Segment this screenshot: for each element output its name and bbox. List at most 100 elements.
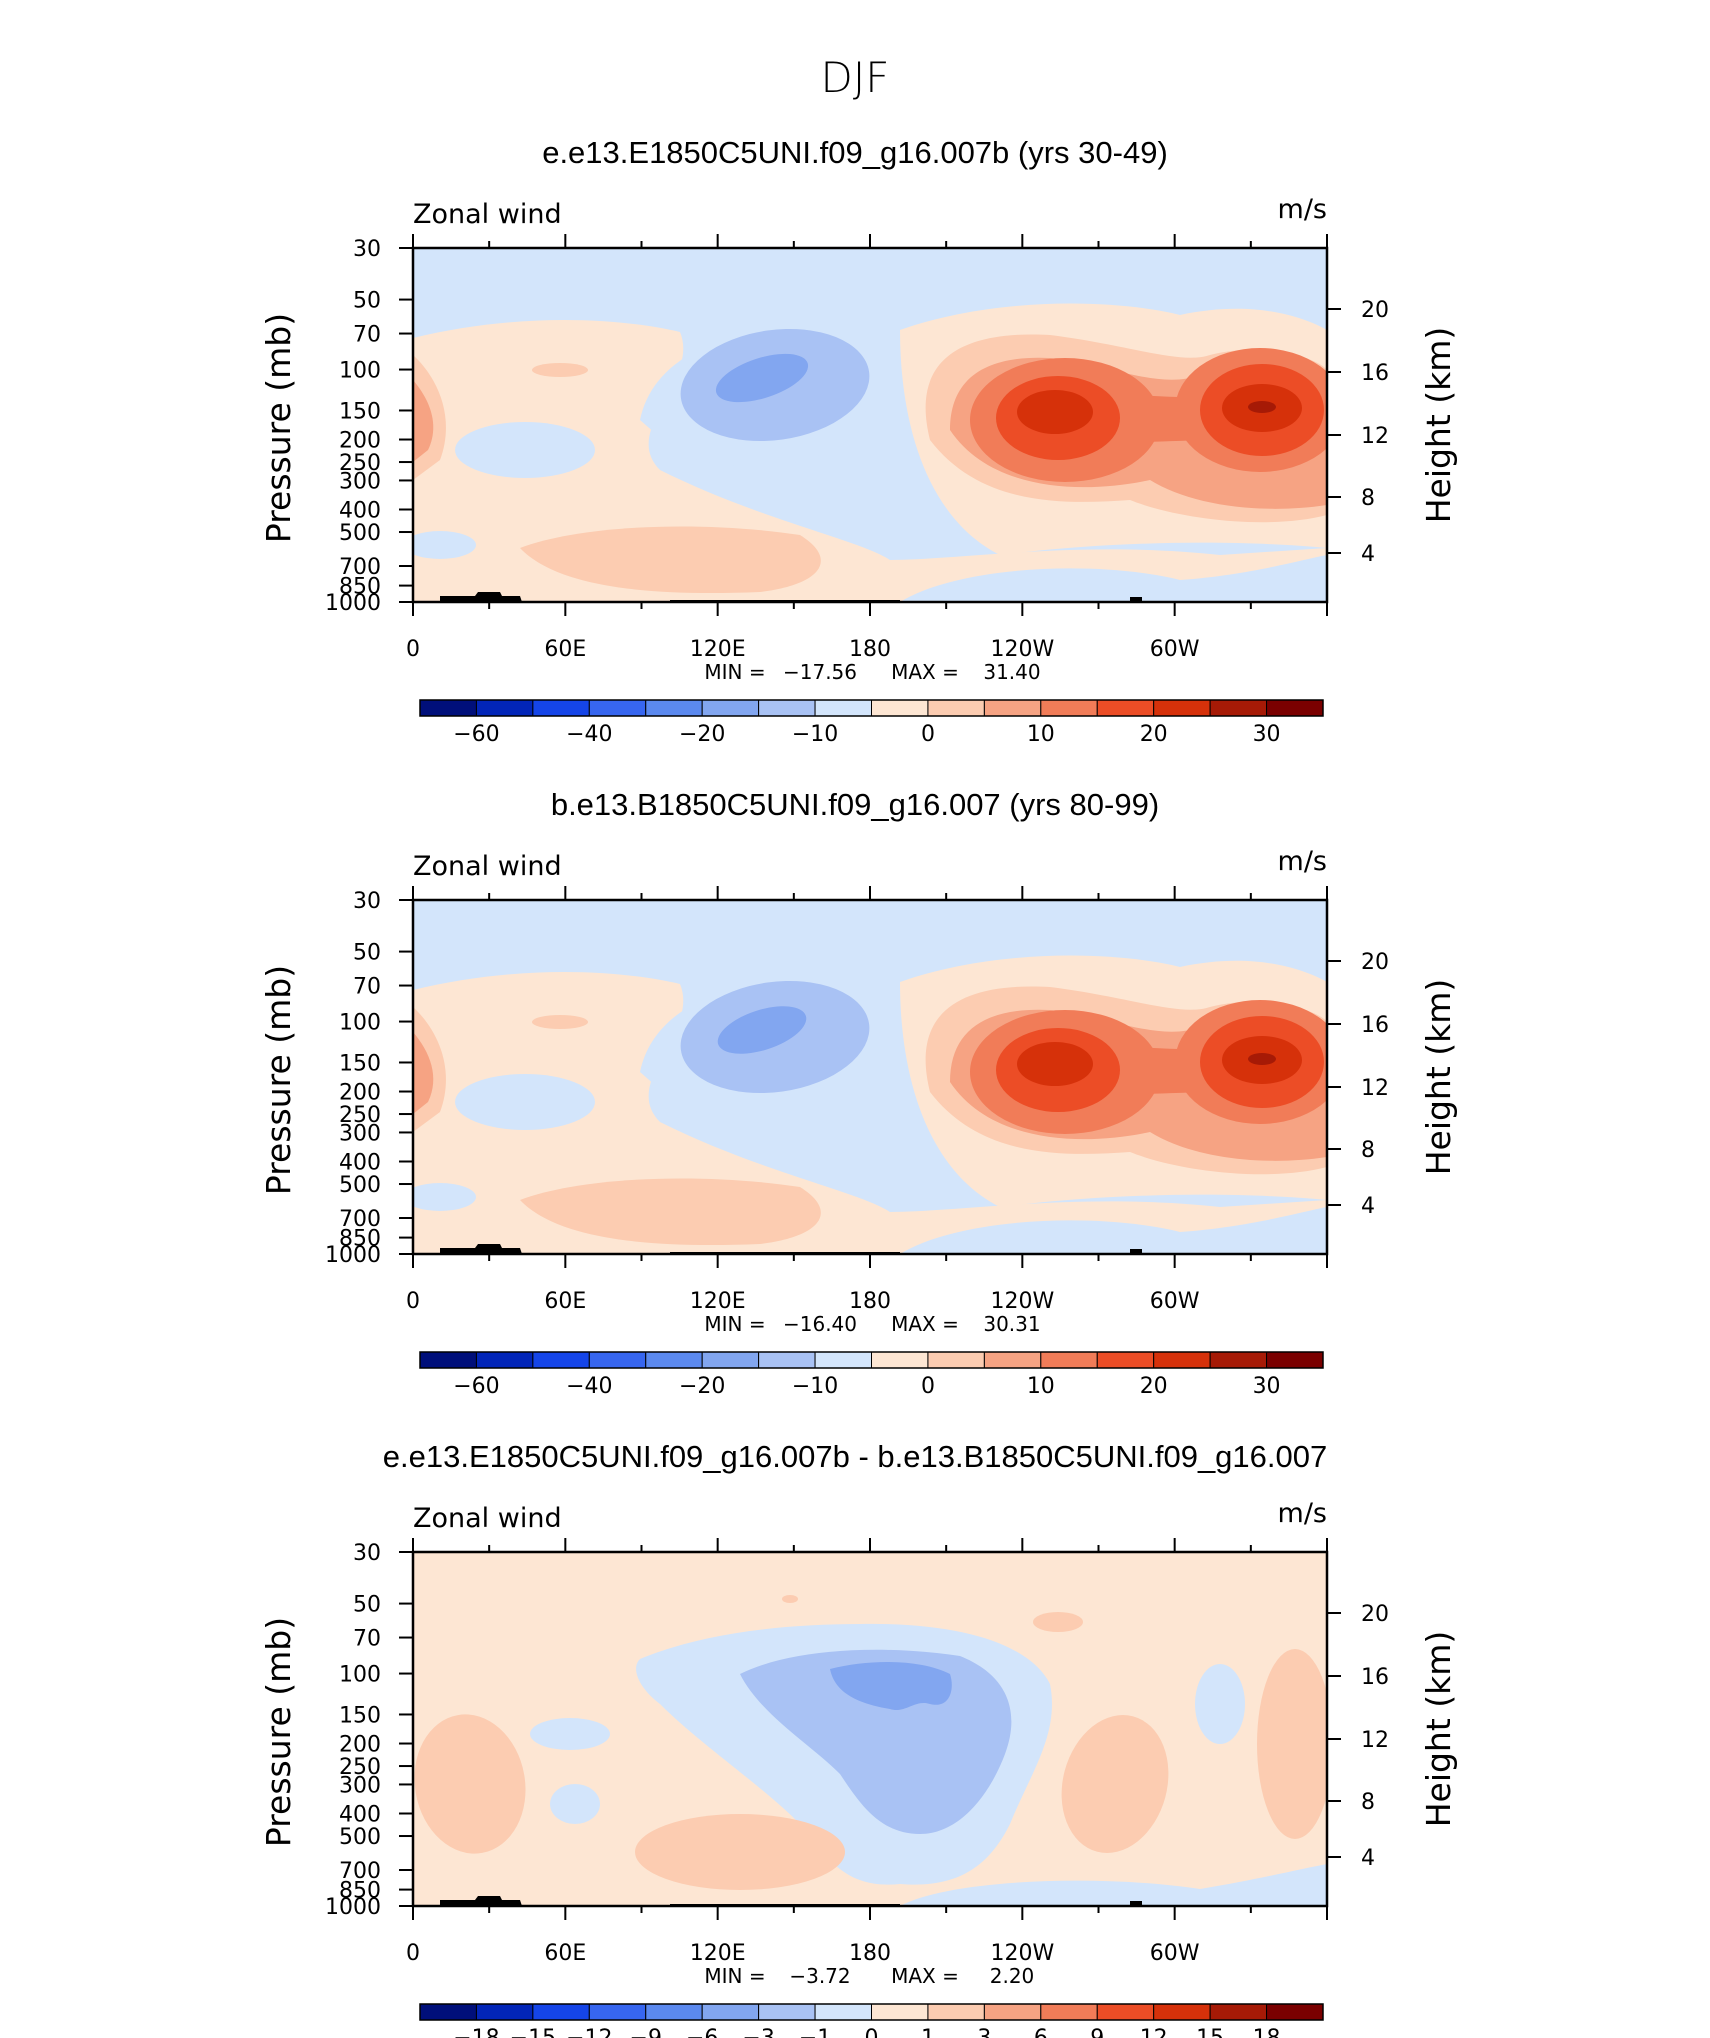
y-tick-label: 400 xyxy=(339,1802,381,1827)
colorbar-swatch xyxy=(475,1351,534,1369)
x-tick-label: 180 xyxy=(849,637,891,662)
contour-field xyxy=(413,1552,1327,1906)
colorbar-swatch xyxy=(758,2003,816,2021)
contour-neg-pocket-west xyxy=(455,1074,595,1130)
max-label: MAX = xyxy=(891,1312,959,1336)
x-tick-label: 120W xyxy=(990,1941,1054,1966)
colorbar-swatch xyxy=(871,1351,929,1369)
colorbar-frame xyxy=(419,699,1324,717)
y-tick-label: 70 xyxy=(353,975,381,1000)
panel-title: e.e13.E1850C5UNI.f09_g16.007b (yrs 30-49… xyxy=(542,135,1168,170)
y-tick-label: 70 xyxy=(353,1627,381,1652)
colorbar-label: −20 xyxy=(679,1374,725,1399)
x-tick-label: 120E xyxy=(690,637,746,662)
colorbar-swatch xyxy=(927,2003,985,2021)
figure-title: DJF xyxy=(821,53,890,102)
y-tick-label: 400 xyxy=(339,498,381,523)
x-tick-label: 120E xyxy=(690,1941,746,1966)
y-axis-label: Pressure (mb) xyxy=(259,1617,298,1847)
y-tick-label: 500 xyxy=(339,521,381,546)
y-tick-label: 700 xyxy=(339,555,381,580)
colorbar-swatch xyxy=(1096,699,1155,717)
y-tick-label: 300 xyxy=(339,469,381,494)
min-label: MIN = xyxy=(704,1964,765,1988)
y2-tick-label: 16 xyxy=(1361,1665,1389,1690)
colorbar-swatch xyxy=(419,1351,477,1369)
y-tick-label: 250 xyxy=(339,1755,381,1780)
min-value: −16.40 xyxy=(783,1312,857,1336)
units-label: m/s xyxy=(1278,194,1327,225)
contour-neg-pocket-sw xyxy=(413,1183,476,1211)
colorbar-swatch xyxy=(1153,2003,1211,2021)
colorbar-label: −40 xyxy=(566,722,612,747)
y-tick-label: 300 xyxy=(339,1773,381,1798)
y2-tick-label: 16 xyxy=(1361,1013,1389,1038)
colorbar-swatch xyxy=(532,1351,590,1369)
y-tick-label: 30 xyxy=(353,889,381,914)
y-tick-label: 500 xyxy=(339,1173,381,1198)
y-tick-label: 150 xyxy=(339,1051,381,1076)
colorbar-swatch xyxy=(1096,2003,1155,2021)
colorbar-swatch xyxy=(758,1351,816,1369)
colorbar-swatch xyxy=(927,1351,985,1369)
colorbar-label: −10 xyxy=(792,1374,838,1399)
y-tick-label: 850 xyxy=(339,1879,381,1904)
colorbar-label: 3 xyxy=(977,2026,991,2038)
panel-1: e.e13.E1850C5UNI.f09_g16.007b (yrs 30-49… xyxy=(259,135,1458,747)
contour-neg-pocket-3 xyxy=(1195,1664,1245,1744)
colorbar-label: 0 xyxy=(921,1374,935,1399)
x-tick-label: 60W xyxy=(1150,1289,1200,1314)
x-tick-label: 120E xyxy=(690,1289,746,1314)
contour-neg-surface xyxy=(900,1864,1327,1906)
colorbar-swatch xyxy=(532,699,590,717)
panel-2: b.e13.B1850C5UNI.f09_g16.007 (yrs 80-99)… xyxy=(259,787,1458,1399)
colorbar-swatch xyxy=(814,1351,872,1369)
max-value: 31.40 xyxy=(983,660,1040,684)
y2-tick-label: 20 xyxy=(1361,1602,1389,1627)
colorbar-label: −20 xyxy=(679,722,725,747)
min-value: −3.72 xyxy=(789,1964,850,1988)
y-tick-label: 250 xyxy=(339,451,381,476)
contour-pos-1 xyxy=(414,1714,526,1854)
max-value: 30.31 xyxy=(983,1312,1040,1336)
contour-pos-6 xyxy=(782,1595,798,1603)
y2-tick-label: 12 xyxy=(1361,424,1389,449)
colorbar-label: 20 xyxy=(1140,1374,1168,1399)
max-value: 2.20 xyxy=(990,1964,1035,1988)
colorbar-swatch xyxy=(983,2003,1042,2021)
y2-tick-label: 8 xyxy=(1361,1790,1375,1815)
colorbar-label: 0 xyxy=(921,722,935,747)
panel-title: e.e13.E1850C5UNI.f09_g16.007b - b.e13.B1… xyxy=(383,1439,1328,1474)
colorbar-swatch xyxy=(1209,1351,1268,1369)
colorbar-label: −9 xyxy=(630,2026,662,2038)
contour-field xyxy=(413,248,1327,602)
contour-lower-warm xyxy=(520,526,821,594)
colorbar-frame xyxy=(419,1351,1324,1369)
colorbar-swatch xyxy=(1209,2003,1268,2021)
y-tick-label: 50 xyxy=(353,289,381,314)
y-tick-label: 150 xyxy=(339,1703,381,1728)
colorbar-swatch xyxy=(1266,699,1324,717)
x-tick-label: 0 xyxy=(406,1941,420,1966)
colorbar-swatch xyxy=(814,2003,872,2021)
y-tick-label: 700 xyxy=(339,1207,381,1232)
colorbar-swatch xyxy=(1040,699,1098,717)
colorbar-swatch xyxy=(588,1351,647,1369)
y-tick-label: 850 xyxy=(339,575,381,600)
units-label: m/s xyxy=(1278,846,1327,877)
x-tick-label: 60E xyxy=(544,637,586,662)
y-tick-label: 100 xyxy=(339,1663,381,1688)
colorbar-swatch xyxy=(1266,2003,1324,2021)
colorbar-label: 30 xyxy=(1253,1374,1281,1399)
y-tick-label: 300 xyxy=(339,1121,381,1146)
colorbar-label: 12 xyxy=(1140,2026,1168,2038)
colorbar-swatch xyxy=(1096,1351,1155,1369)
colorbar-label: −6 xyxy=(686,2026,718,2038)
panel-title: b.e13.B1850C5UNI.f09_g16.007 (yrs 80-99) xyxy=(551,787,1159,822)
contour-30-east xyxy=(1017,1042,1093,1086)
colorbar-swatch xyxy=(1209,699,1268,717)
y2-axis-label: Height (km) xyxy=(1419,327,1458,524)
x-tick-label: 180 xyxy=(849,1941,891,1966)
y-tick-label: 200 xyxy=(339,1081,381,1106)
